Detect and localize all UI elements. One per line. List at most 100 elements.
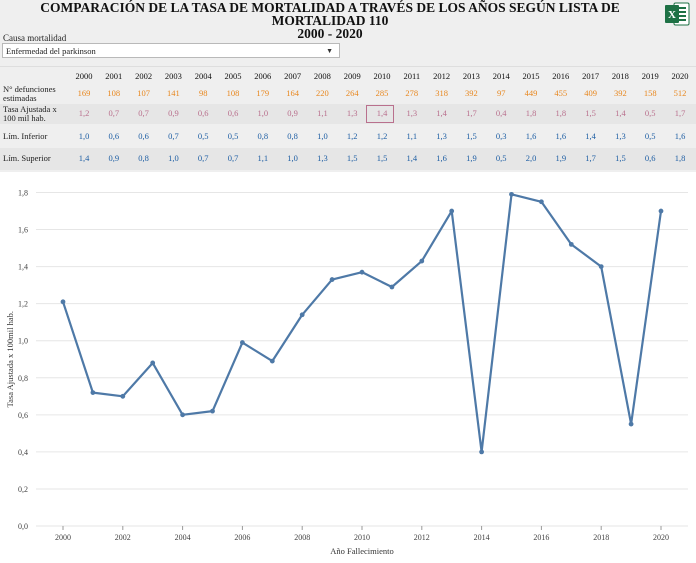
table-cell[interactable]: 158 <box>643 88 657 98</box>
table-cell[interactable]: 318 <box>435 88 448 98</box>
table-cell[interactable]: 220 <box>316 88 329 98</box>
series-line <box>61 193 663 453</box>
table-cell[interactable]: 449 <box>524 88 538 98</box>
table-cell[interactable]: 1,4 <box>376 108 388 118</box>
table-cell[interactable]: 1,4 <box>78 153 90 163</box>
table-cell[interactable]: 108 <box>107 88 121 98</box>
year-header-cell: 2008 <box>313 71 331 81</box>
table-cell[interactable]: 1,0 <box>78 131 90 141</box>
data-point <box>509 191 514 197</box>
table-cell[interactable]: 0,8 <box>287 131 298 141</box>
table-cell[interactable]: 392 <box>614 88 627 98</box>
table-cell[interactable]: 108 <box>226 88 240 98</box>
table-cell[interactable]: 1,3 <box>346 108 358 118</box>
table-cell[interactable]: 1,2 <box>346 131 358 141</box>
table-cell[interactable]: 1,3 <box>317 153 328 163</box>
table-cell[interactable]: 1,0 <box>317 131 328 141</box>
table-cell[interactable]: 1,0 <box>287 153 298 163</box>
table-cell[interactable]: 1,2 <box>78 108 90 118</box>
row-label: Lím. Inferior <box>3 131 48 141</box>
table-cell[interactable]: 0,9 <box>168 108 179 118</box>
table-cell[interactable]: 141 <box>167 88 180 98</box>
table-cell[interactable]: 1,0 <box>168 153 179 163</box>
table-cell[interactable]: 0,5 <box>644 131 656 141</box>
table-cell[interactable]: 0,5 <box>227 131 239 141</box>
table-cell[interactable]: 1,9 <box>466 153 477 163</box>
y-tick-label: 0,2 <box>18 485 28 494</box>
table-cell[interactable]: 1,3 <box>406 108 418 118</box>
year-header-cell: 2014 <box>492 71 510 81</box>
row-label: Tasa Ajustada x 100 mil hab. <box>3 104 57 123</box>
page-title: COMPARACIÓN DE LA TASA DE MORTALIDAD A T… <box>20 1 640 41</box>
table-cell[interactable]: 179 <box>256 88 270 98</box>
table-cell[interactable]: 0,4 <box>495 108 507 118</box>
table-cell[interactable]: 0,6 <box>108 131 120 141</box>
table-cell[interactable]: 1,5 <box>585 108 596 118</box>
table-cell[interactable]: 0,5 <box>197 131 209 141</box>
table-cell[interactable]: 1,2 <box>376 131 388 141</box>
table-cell[interactable]: 1,7 <box>674 108 686 118</box>
table-cell[interactable]: 1,3 <box>436 131 447 141</box>
table-cell[interactable]: 0,9 <box>287 108 298 118</box>
table-cell[interactable]: 1,3 <box>615 131 626 141</box>
table-cell[interactable]: 1,1 <box>406 131 418 141</box>
table-cell[interactable]: 1,9 <box>555 153 567 163</box>
table-cell[interactable]: 0,7 <box>168 131 179 141</box>
x-tick-label: 2006 <box>234 533 250 542</box>
table-cell[interactable]: 1,7 <box>466 108 477 118</box>
table-cell[interactable]: 107 <box>137 88 150 98</box>
table-cell[interactable]: 0,7 <box>138 108 149 118</box>
table-cell[interactable]: 1,8 <box>674 153 686 163</box>
table-cell[interactable]: 1,5 <box>376 153 388 163</box>
table-cell[interactable]: 98 <box>198 88 208 98</box>
excel-icon[interactable]: X <box>664 2 690 26</box>
table-cell[interactable]: 0,3 <box>495 131 507 141</box>
x-axis-label: Año Fallecimiento <box>330 546 394 556</box>
table-cell[interactable]: 409 <box>584 88 597 98</box>
table-cell[interactable]: 1,5 <box>466 131 477 141</box>
table-cell[interactable]: 1,6 <box>555 131 567 141</box>
table-cell[interactable]: 1,5 <box>346 153 358 163</box>
cause-dropdown[interactable]: Enfermedad del parkinson ▼ <box>2 43 340 58</box>
table-cell[interactable]: 1,6 <box>436 153 447 163</box>
table-cell[interactable]: 1,8 <box>555 108 567 118</box>
table-cell[interactable]: 1,4 <box>436 108 447 118</box>
table-cell[interactable]: 455 <box>554 88 568 98</box>
table-cell[interactable]: 0,8 <box>138 153 149 163</box>
data-point <box>419 258 425 264</box>
table-cell[interactable]: 1,4 <box>615 108 626 118</box>
table-cell[interactable]: 1,4 <box>406 153 418 163</box>
table-cell[interactable]: 278 <box>405 88 419 98</box>
table-cell[interactable]: 0,9 <box>108 153 120 163</box>
selected-cell[interactable] <box>366 105 394 123</box>
table-cell[interactable]: 164 <box>286 88 299 98</box>
table-cell[interactable]: 392 <box>465 88 478 98</box>
table-cell[interactable]: 0,6 <box>138 131 149 141</box>
table-cell[interactable]: 1,5 <box>615 153 626 163</box>
data-point <box>240 340 245 345</box>
table-cell[interactable]: 1,4 <box>585 131 596 141</box>
table-cell[interactable]: 1,1 <box>257 153 269 163</box>
table-cell[interactable]: 169 <box>77 88 91 98</box>
table-cell[interactable]: 2,0 <box>525 153 537 163</box>
table-cell[interactable]: 1,1 <box>317 108 328 118</box>
table-cell[interactable]: 0,5 <box>644 108 656 118</box>
table-cell[interactable]: 1,7 <box>585 153 596 163</box>
table-cell[interactable]: 0,6 <box>197 108 209 118</box>
table-cell[interactable]: 1,8 <box>525 108 537 118</box>
table-cell[interactable]: 0,7 <box>108 108 120 118</box>
table-cell[interactable]: 0,6 <box>644 153 656 163</box>
chevron-down-icon[interactable]: ▼ <box>326 47 333 55</box>
table-cell[interactable]: 264 <box>345 88 359 98</box>
table-cell[interactable]: 1,0 <box>257 108 269 118</box>
table-cell[interactable]: 0,8 <box>257 131 269 141</box>
table-cell[interactable]: 0,5 <box>495 153 507 163</box>
table-cell[interactable]: 285 <box>375 88 389 98</box>
table-cell[interactable]: 1,6 <box>674 131 686 141</box>
table-cell[interactable]: 512 <box>673 88 687 98</box>
table-cell[interactable]: 97 <box>496 88 506 98</box>
table-cell[interactable]: 0,7 <box>197 153 209 163</box>
table-cell[interactable]: 0,6 <box>227 108 239 118</box>
table-cell[interactable]: 0,7 <box>227 153 239 163</box>
table-cell[interactable]: 1,6 <box>525 131 537 141</box>
